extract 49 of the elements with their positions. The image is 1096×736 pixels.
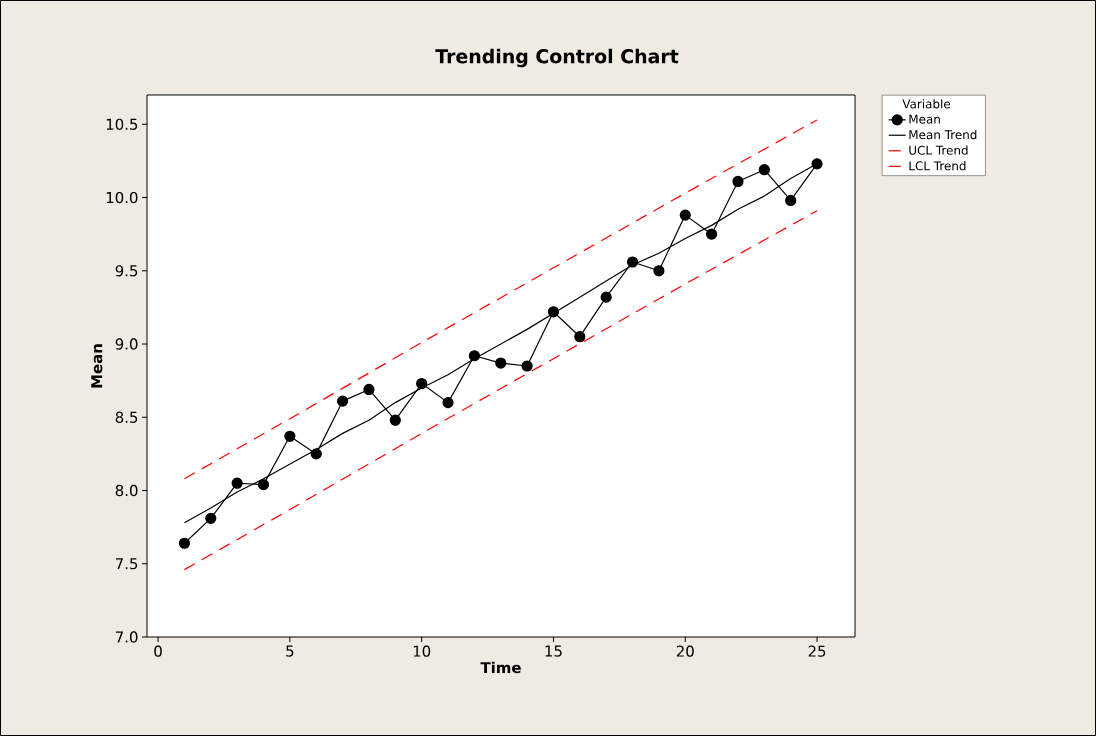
- point: [600, 291, 612, 303]
- point: [468, 350, 480, 362]
- legend-title: Variable: [902, 99, 951, 109]
- legend-label: UCL Trend: [909, 145, 968, 155]
- y-axis-title: Mean: [91, 344, 103, 388]
- point: [495, 357, 507, 369]
- legend-label: Mean: [909, 114, 940, 124]
- point: [758, 164, 770, 176]
- point: [626, 256, 639, 268]
- point: [732, 175, 744, 188]
- point: [679, 209, 691, 221]
- point: [336, 395, 349, 407]
- legend-label: LCL Trend: [909, 161, 966, 171]
- point: [811, 158, 823, 170]
- x-tick-label: 15: [545, 645, 562, 657]
- y-tick-label: 9.0: [115, 338, 138, 350]
- point: [521, 360, 533, 372]
- point: [178, 537, 191, 549]
- line-series: [183, 210, 818, 571]
- x-tick-label: 10: [413, 645, 431, 657]
- legend-label: Mean Trend: [909, 129, 977, 140]
- point: [574, 331, 586, 343]
- point: [284, 430, 296, 442]
- point: [205, 512, 217, 524]
- y-tick-label: 7.0: [115, 631, 138, 643]
- point: [257, 479, 270, 491]
- point: [389, 414, 401, 426]
- x-tick-label: 25: [808, 645, 826, 657]
- x-tick-label: 5: [286, 645, 294, 657]
- point: [785, 194, 797, 207]
- point: [416, 377, 428, 390]
- chart-title: Trending Control Chart: [435, 48, 679, 68]
- y-tick-label: 8.5: [115, 411, 138, 423]
- point: [231, 477, 243, 489]
- line-series: [183, 119, 818, 480]
- point: [547, 306, 560, 318]
- y-tick-label: 10.0: [106, 191, 138, 204]
- point: [363, 383, 375, 396]
- y-tick-label: 10.5: [106, 118, 138, 130]
- point: [706, 228, 718, 240]
- y-tick-label: 9.5: [115, 265, 138, 277]
- point: [310, 448, 322, 460]
- x-tick-label: 0: [154, 645, 162, 657]
- point: [442, 397, 454, 409]
- x-axis-title: Time: [480, 661, 521, 674]
- y-tick-label: 7.5: [115, 558, 138, 570]
- point: [653, 265, 665, 277]
- x-tick-label: 20: [676, 645, 694, 657]
- y-tick-label: 8.0: [115, 484, 138, 497]
